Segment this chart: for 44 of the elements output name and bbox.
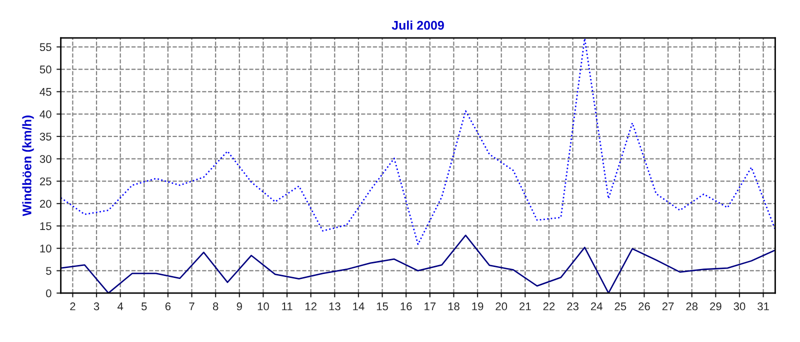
y-axis-title: Windböen (km/h) xyxy=(22,116,34,216)
x-tick-label: 26 xyxy=(638,302,650,310)
y-tick-label: 35 xyxy=(40,132,52,141)
x-tick-label: 28 xyxy=(686,302,698,310)
x-tick-label: 20 xyxy=(496,302,508,310)
y-tick-label: 10 xyxy=(40,244,52,252)
x-tick-label: 4 xyxy=(118,302,124,310)
y-tick-label: 5 xyxy=(46,267,52,275)
x-tick-label: 8 xyxy=(212,302,218,310)
y-tick-label: 15 xyxy=(40,222,52,230)
y-tick-label: 0 xyxy=(46,289,52,298)
x-tick-label: 10 xyxy=(258,302,269,310)
x-tick-label: 24 xyxy=(590,302,602,310)
x-tick-label: 5 xyxy=(142,302,147,310)
x-tick-label: 21 xyxy=(520,302,531,310)
x-tick-label: 19 xyxy=(472,302,484,310)
y-tick-label: 45 xyxy=(40,88,52,96)
x-tick-label: 27 xyxy=(662,302,674,310)
y-tick-label: 30 xyxy=(40,155,52,163)
y-tick-label: 25 xyxy=(40,177,52,186)
x-tick-label: 16 xyxy=(400,302,412,310)
x-tick-label: 9 xyxy=(236,302,242,310)
x-tick-label: 18 xyxy=(448,302,460,310)
y-tick-label: 20 xyxy=(40,200,52,208)
x-tick-label: 30 xyxy=(734,302,746,310)
x-tick-label: 3 xyxy=(94,302,100,310)
x-tick-label: 15 xyxy=(376,302,388,310)
x-tick-label: 14 xyxy=(353,302,364,310)
y-tick-label: 55 xyxy=(40,43,52,52)
x-tick-label: 17 xyxy=(424,302,436,310)
x-tick-label: 22 xyxy=(543,302,555,310)
x-tick-label: 23 xyxy=(567,302,578,310)
x-tick-label: 11 xyxy=(282,302,292,310)
y-tick-label: 40 xyxy=(40,110,52,118)
x-tick-label: 13 xyxy=(329,302,340,310)
x-tick-label: 25 xyxy=(614,302,626,310)
x-tick-label: 6 xyxy=(165,302,171,310)
y-tick-label: 50 xyxy=(40,66,52,74)
x-tick-label: 29 xyxy=(710,302,722,310)
x-tick-label: 12 xyxy=(306,302,316,310)
x-tick-label: 7 xyxy=(189,302,194,310)
x-tick-label: 2 xyxy=(70,302,76,310)
chart-title: Juli 2009 xyxy=(392,20,444,30)
x-tick-label: 31 xyxy=(758,302,769,310)
